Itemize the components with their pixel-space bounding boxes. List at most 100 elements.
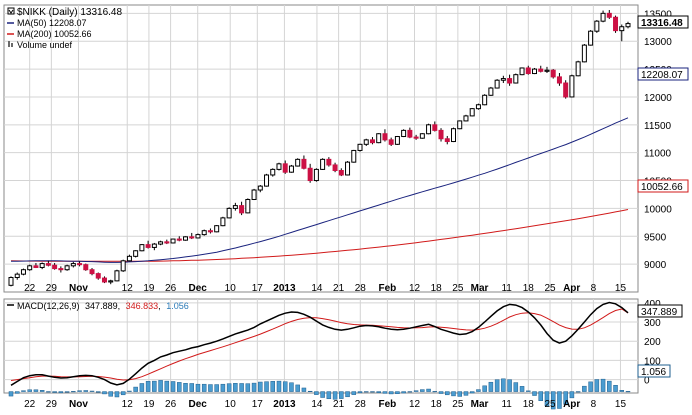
svg-text:13316.48: 13316.48 [641, 18, 683, 29]
histogram-bar [21, 390, 26, 392]
price-x-tick-label: 26 [165, 283, 177, 294]
histogram-bar [33, 389, 39, 392]
histogram-bar [619, 390, 625, 392]
candle [369, 137, 375, 145]
candle [538, 65, 544, 73]
candle [45, 260, 51, 267]
histogram-bar [532, 391, 537, 396]
histogram-bar [226, 383, 232, 392]
histogram-bar [607, 380, 612, 392]
macd-panel [3, 298, 639, 394]
histogram-bar [195, 383, 201, 392]
macd-x-tick-label: 25 [452, 399, 464, 410]
candle [151, 242, 157, 251]
candle [525, 65, 531, 75]
histogram-bar [27, 389, 32, 392]
candle [276, 162, 282, 171]
signal-value: 346.833 [126, 301, 159, 311]
price-x-tick-label: 10 [225, 283, 237, 294]
price-x-tick-label: 12 [409, 283, 421, 294]
histogram-bar [177, 382, 182, 392]
candle [407, 127, 413, 139]
histogram-bar [276, 380, 282, 392]
symbol-label: $NIKK (Daily) 13316.48 [17, 7, 122, 18]
histogram-bar [625, 391, 631, 393]
candle [89, 268, 95, 276]
histogram-bar [46, 391, 51, 393]
candle [532, 67, 538, 75]
price-x-tick-label: 12 [122, 283, 134, 294]
price-x-tick-label: 14 [311, 283, 323, 294]
histogram-bar [407, 391, 413, 393]
price-x-tick-label: 17 [252, 283, 264, 294]
macd-tick-label: 0 [644, 376, 650, 387]
price-x-tick-label: Dec [189, 283, 208, 294]
macd-x-tick-label: Feb [379, 399, 397, 410]
macd-x-tick-label: 14 [311, 399, 323, 410]
candle [332, 162, 338, 173]
price-tick-label: 13000 [644, 37, 672, 48]
candle [494, 79, 500, 89]
macd-x-tick-label: 22 [24, 399, 36, 410]
histogram-bar [251, 382, 257, 392]
histogram-bar [488, 381, 494, 392]
histogram-bar [83, 390, 89, 392]
histogram-bar [563, 391, 568, 405]
histogram-bar [363, 391, 369, 393]
histogram-bar [295, 384, 300, 392]
histogram-bar [582, 385, 587, 392]
candle [214, 225, 220, 233]
macd-x-tick-label: 15 [615, 399, 627, 410]
macd-legend: MACD(12,26,9) 347.889, 346.833, 1.056 [7, 301, 189, 311]
volume-legend-label: Volume undef [17, 40, 73, 50]
candle [457, 120, 463, 130]
histogram-bar [201, 383, 207, 392]
histogram-bar [382, 391, 388, 394]
candle [401, 129, 407, 138]
macd-x-tick-label: 17 [252, 399, 264, 410]
histogram-bar [501, 378, 506, 392]
histogram-bar [445, 391, 450, 396]
histogram-bar [426, 388, 431, 392]
histogram-bar [314, 391, 319, 395]
price-x-tick-label: 18 [431, 283, 443, 294]
candle [313, 168, 319, 182]
histogram-bar [476, 389, 481, 392]
histogram-bar [326, 391, 332, 400]
candle [488, 86, 494, 96]
histogram-bar [58, 391, 64, 394]
price-x-tick-label: 2013 [273, 283, 296, 294]
candle [27, 264, 33, 271]
macd-line [10, 301, 629, 386]
histogram-bar [301, 387, 307, 392]
candle [500, 75, 506, 84]
macd-x-tick-label: Mar [471, 399, 489, 410]
candle [307, 163, 313, 183]
histogram-bar [270, 381, 276, 392]
candle [245, 198, 251, 214]
candle [201, 229, 207, 236]
candle [126, 254, 132, 262]
price-tick-label: 10000 [644, 204, 672, 215]
macd-x-tick-label: 25 [544, 399, 556, 410]
price-x-tick-label: 25 [544, 283, 556, 294]
price-legend: $NIKK (Daily) 13316.48 MA(50) 12208.07 M… [7, 7, 122, 50]
histogram-bar [245, 383, 251, 392]
histogram-bar [158, 380, 163, 392]
candle [594, 20, 600, 33]
candle [563, 80, 569, 99]
histogram-bar [544, 391, 550, 407]
histogram-bar [420, 389, 425, 392]
histogram-bar [600, 378, 606, 392]
candle [351, 149, 357, 163]
candle [450, 127, 456, 143]
histogram-bar [133, 386, 138, 392]
price-x-tick-label: 21 [333, 283, 345, 294]
histogram-bar [482, 385, 487, 392]
histogram-bar [152, 380, 157, 392]
candle [158, 240, 164, 246]
price-x-tick-label: 29 [46, 283, 58, 294]
svg-text:347.889: 347.889 [641, 307, 678, 318]
histogram-bar [538, 391, 543, 402]
histogram-bar [189, 383, 194, 392]
